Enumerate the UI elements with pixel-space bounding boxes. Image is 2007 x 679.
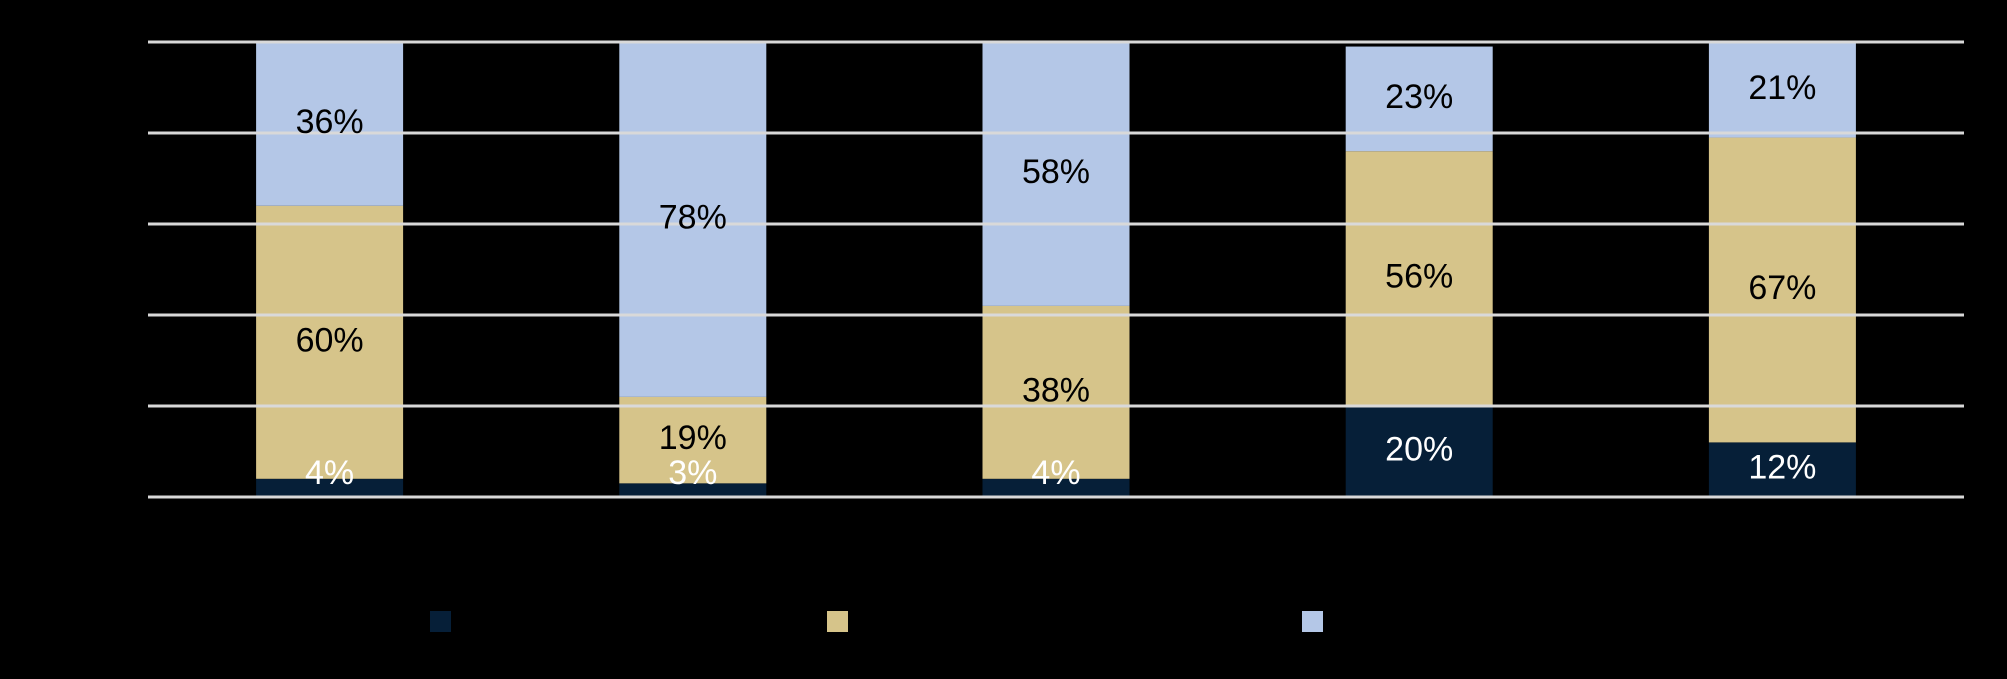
bar-segment <box>1708 442 1856 497</box>
bar-segment <box>256 478 404 497</box>
data-label: 78% <box>659 198 727 236</box>
bar-segment <box>619 42 767 397</box>
bar-segment <box>982 305 1130 479</box>
legend-swatch <box>1302 611 1323 632</box>
data-label: 21% <box>1748 69 1816 107</box>
data-label: 19% <box>659 419 727 457</box>
bar-segment <box>1345 406 1493 497</box>
bar-segment <box>256 42 404 206</box>
bar-segment <box>1708 137 1856 443</box>
legend-swatch <box>827 611 848 632</box>
data-label: 38% <box>1022 371 1090 409</box>
bar-segment <box>1345 151 1493 406</box>
bar-segment <box>982 42 1130 306</box>
data-label: 12% <box>1748 449 1816 487</box>
data-label: 36% <box>296 103 364 141</box>
data-label: 60% <box>296 321 364 359</box>
bar-segment <box>256 205 404 479</box>
data-label: 67% <box>1748 269 1816 307</box>
data-label: 4% <box>1031 454 1080 492</box>
data-label: 4% <box>305 454 354 492</box>
bar-segment <box>619 483 767 497</box>
data-label: 3% <box>668 454 717 492</box>
data-label: 56% <box>1385 258 1453 296</box>
bar-segment <box>982 478 1130 497</box>
bar-segment <box>1708 42 1856 138</box>
data-label: 23% <box>1385 78 1453 116</box>
bar-segment <box>619 396 767 484</box>
legend-swatch <box>430 611 451 632</box>
data-label: 58% <box>1022 153 1090 191</box>
data-label: 20% <box>1385 430 1453 468</box>
